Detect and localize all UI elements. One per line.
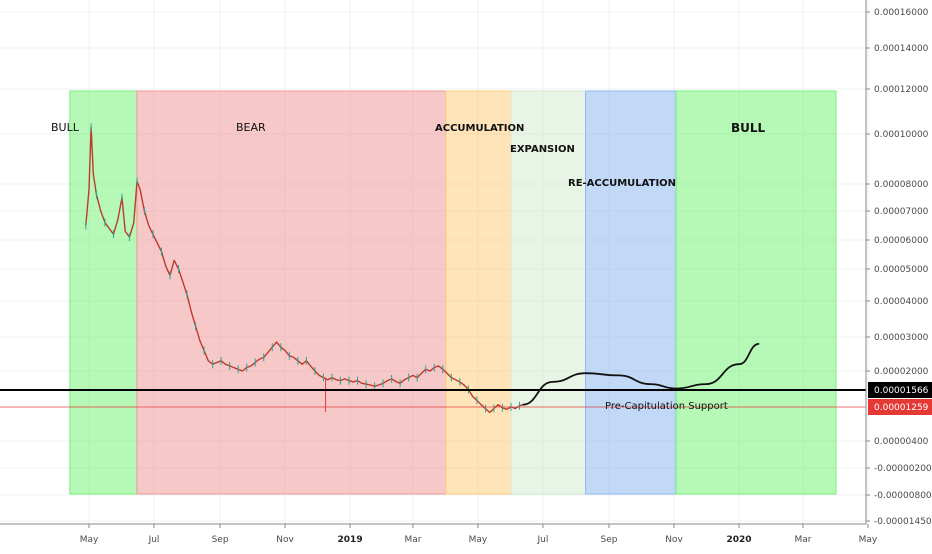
y-tick-label: 0.00012000 xyxy=(874,85,929,95)
x-tick-label: Nov xyxy=(276,535,294,545)
y-tick-label: 0.00006000 xyxy=(874,236,929,246)
phase-region xyxy=(675,90,837,495)
x-tick-label: May xyxy=(469,535,488,545)
phase-region xyxy=(445,90,512,495)
x-tick-label: May xyxy=(80,535,99,545)
y-tick-label: 0.00002000 xyxy=(874,367,929,377)
y-tick-label: 0.00016000 xyxy=(874,8,929,18)
x-tick-label: Jul xyxy=(148,535,160,545)
projection-curve xyxy=(522,342,760,406)
phase-label: ACCUMULATION xyxy=(435,123,524,134)
price-series-line xyxy=(85,126,523,414)
phase-label: BULL xyxy=(731,121,766,135)
x-tick-label: Sep xyxy=(601,535,618,545)
x-tick-label: Mar xyxy=(404,535,421,545)
phase-label: BULL xyxy=(51,121,80,134)
phase-region xyxy=(136,90,447,495)
phase-region xyxy=(585,90,677,495)
phase-label: EXPANSION xyxy=(510,144,575,155)
y-tick-label: 0.00008000 xyxy=(874,180,929,190)
y-tick-label: 0.00001259 xyxy=(874,403,929,413)
x-tick-label: Mar xyxy=(794,535,811,545)
x-tick-label: Sep xyxy=(212,535,229,545)
y-tick-label: 0.00000400 xyxy=(874,437,929,447)
x-tick-label: 2020 xyxy=(726,535,751,545)
y-tick-label: 0.00014000 xyxy=(874,44,929,54)
x-tick-label: Nov xyxy=(665,535,683,545)
annotation-text: Pre-Capitulation Support xyxy=(605,401,728,412)
y-tick-label: 0.00001566 xyxy=(874,386,929,396)
phase-region xyxy=(510,90,587,495)
y-tick-label: 0.00004000 xyxy=(874,297,929,307)
x-tick-label: Jul xyxy=(537,535,549,545)
y-tick-label: 0.00005000 xyxy=(874,265,929,275)
phase-label: RE-ACCUMULATION xyxy=(568,178,676,189)
y-tick-label: -0.00000200 xyxy=(874,464,932,474)
phase-label: BEAR xyxy=(236,121,266,134)
y-tick-label: 0.00007000 xyxy=(874,207,929,217)
y-tick-label: 0.00010000 xyxy=(874,130,929,140)
y-tick-label: 0.00003000 xyxy=(874,333,929,343)
phase-region xyxy=(69,90,138,495)
current-price-badge xyxy=(868,399,932,415)
x-tick-label: 2019 xyxy=(338,535,363,545)
y-tick-label: -0.00001450 xyxy=(874,517,932,527)
x-tick-label: May xyxy=(859,535,878,545)
y-tick-label: -0.00000800 xyxy=(874,491,932,501)
support-price-badge xyxy=(868,382,932,398)
